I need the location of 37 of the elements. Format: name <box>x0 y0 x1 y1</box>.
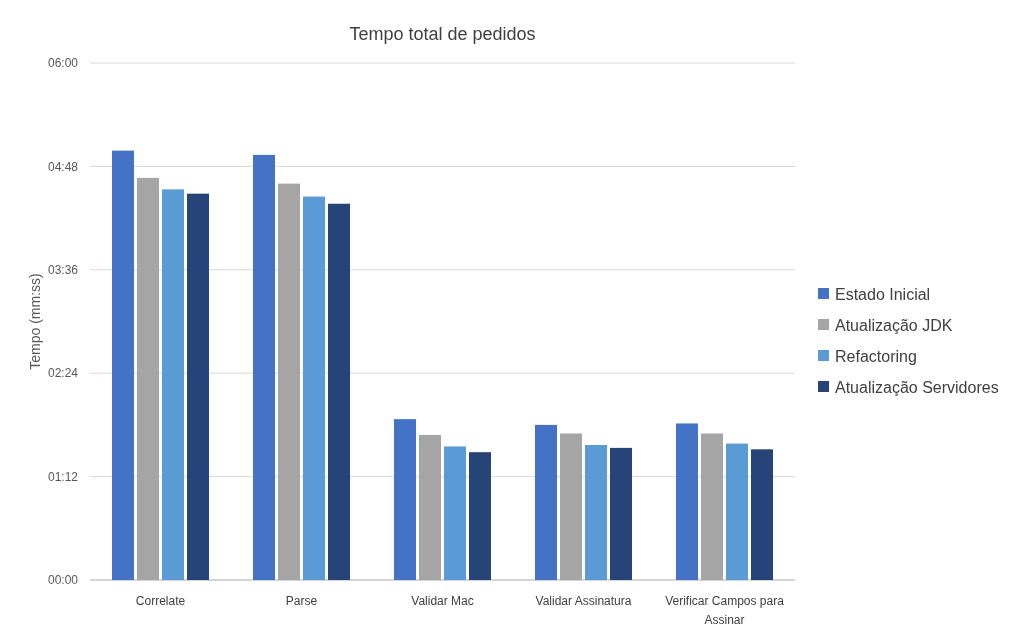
bar <box>303 196 325 580</box>
bar <box>328 203 350 580</box>
y-tick-label: 02:24 <box>47 366 79 381</box>
y-axis-title: Tempo (mm:ss) <box>27 273 43 370</box>
bar <box>253 154 275 580</box>
bar <box>560 433 582 580</box>
bar <box>278 183 300 580</box>
y-tick-label: 00:00 <box>47 573 79 588</box>
bar <box>394 419 416 580</box>
y-tick-label: 06:00 <box>47 56 79 71</box>
legend-label: Estado Inicial <box>835 285 931 303</box>
y-tick-label: 03:36 <box>47 263 79 277</box>
bar <box>535 424 557 580</box>
bar <box>726 443 748 580</box>
x-tick-label: Parse <box>285 594 318 608</box>
x-tick-label: Correlate <box>135 594 186 608</box>
legend-label: Atualização Servidores <box>835 378 999 396</box>
bar <box>585 445 607 580</box>
legend-label: Refactoring <box>835 347 917 365</box>
bar <box>469 452 491 580</box>
x-tick-label: Validar Mac <box>411 594 474 608</box>
bar <box>187 193 209 580</box>
y-tick-label: 04:48 <box>47 159 79 174</box>
legend-label: Atualização JDK <box>835 316 953 334</box>
bar <box>676 423 698 580</box>
bar <box>701 433 723 580</box>
bar <box>162 189 184 580</box>
bar <box>444 446 466 580</box>
x-tick-label: Verificar Campos para Assinar <box>665 594 785 627</box>
bar <box>610 447 632 580</box>
bar <box>751 449 773 580</box>
bar <box>137 177 159 580</box>
bar <box>419 434 441 580</box>
x-tick-label: Validar Assinatura <box>535 594 632 608</box>
y-tick-label: 01:12 <box>47 469 79 484</box>
bar <box>112 150 134 580</box>
chart-title: Tempo total de pedidos <box>349 24 536 44</box>
